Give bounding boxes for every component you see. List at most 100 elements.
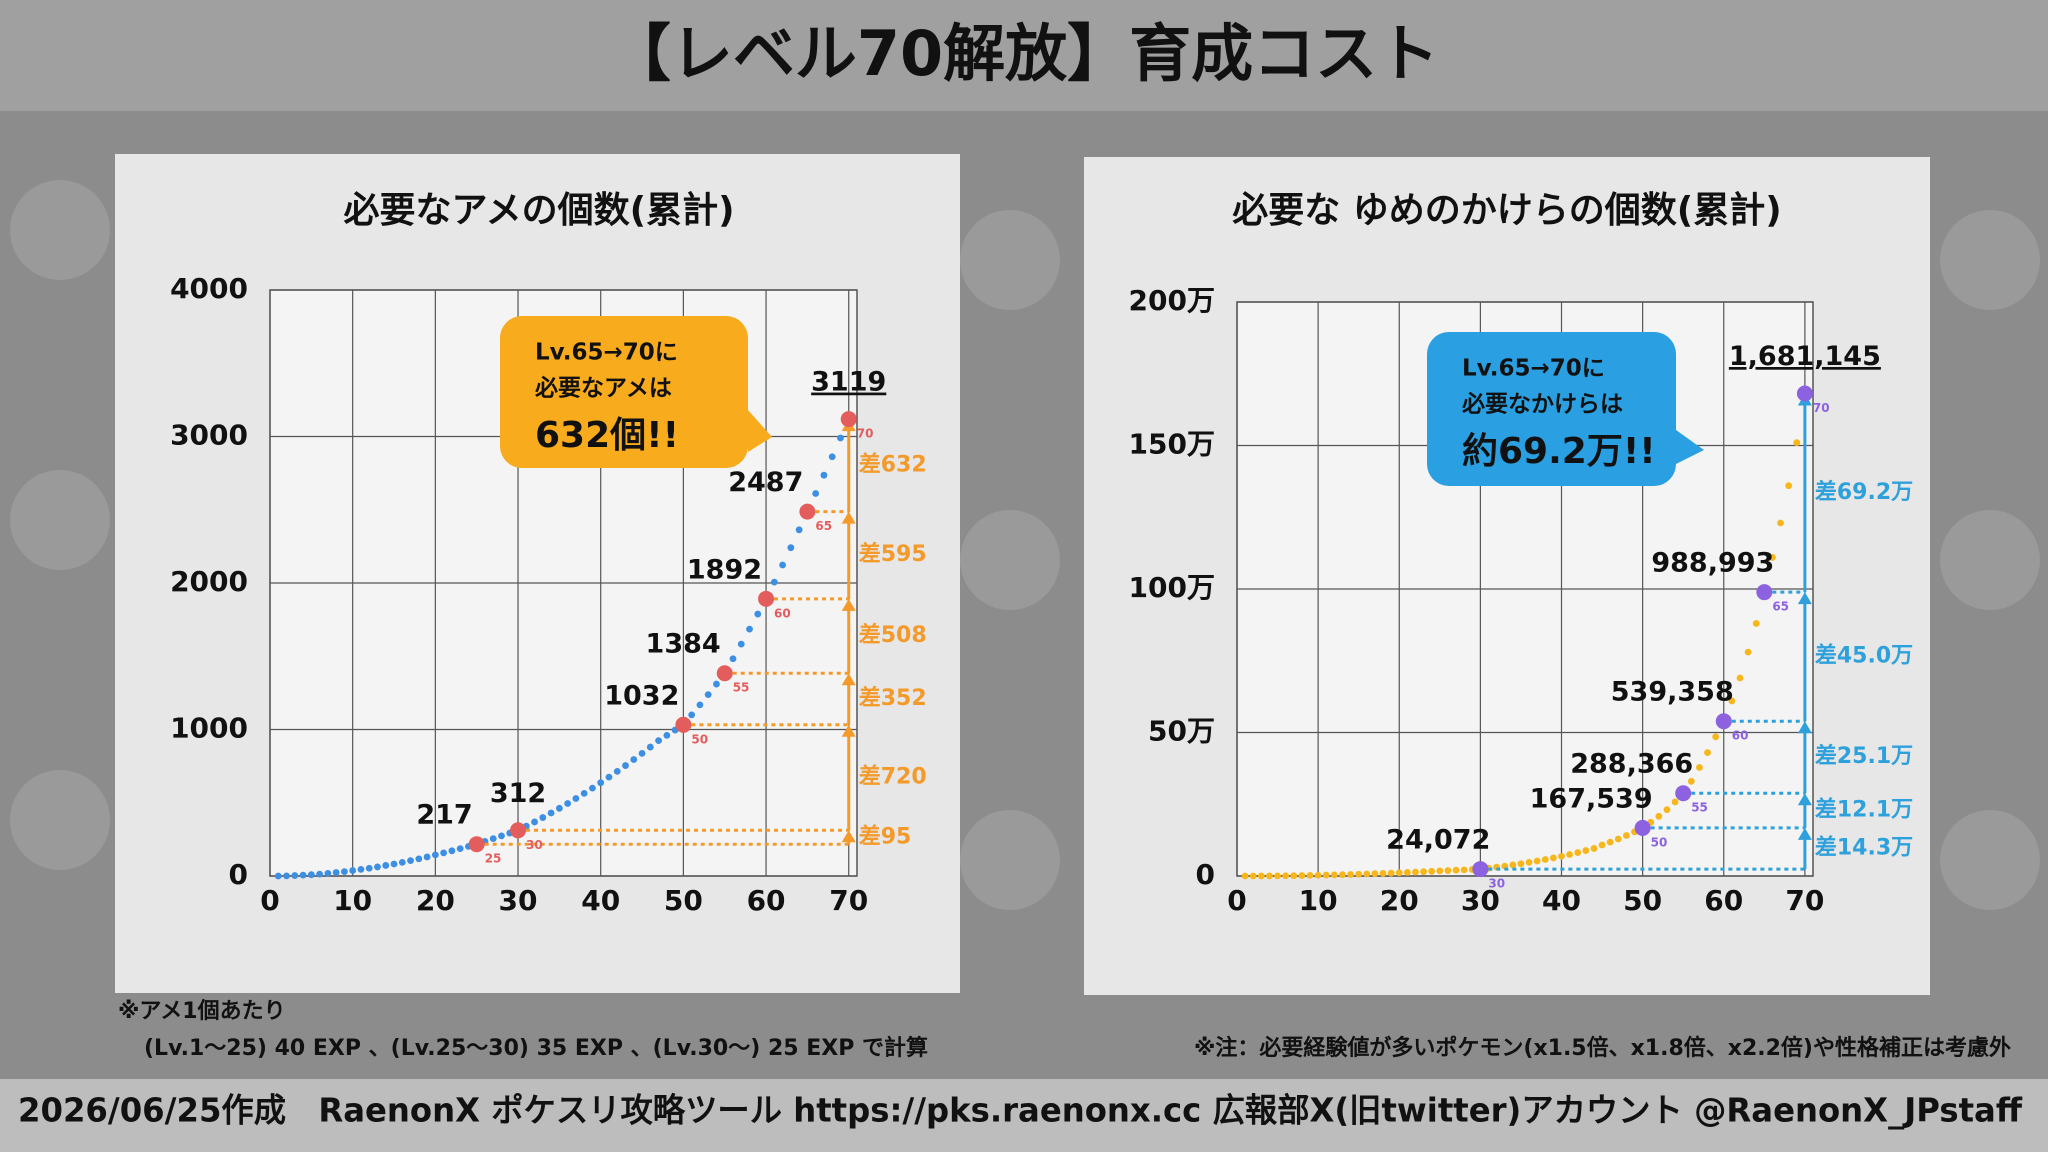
data-dot xyxy=(655,737,662,745)
data-dot xyxy=(1371,870,1379,878)
data-dot xyxy=(1306,872,1314,879)
data-dot xyxy=(622,762,629,769)
data-dot xyxy=(770,578,778,586)
x-tick-label: 30 xyxy=(499,884,538,917)
x-tick-label: 20 xyxy=(416,884,455,917)
data-dot xyxy=(1403,869,1411,876)
data-dot xyxy=(1347,871,1354,878)
data-dot xyxy=(448,847,456,855)
level-label: 50 xyxy=(691,732,708,746)
value-label: 988,993 xyxy=(1651,548,1774,579)
note: ※注：必要経験値が多いポケモン(x1.5倍、x1.8倍、x2.2倍)や性格補正は… xyxy=(1194,1035,2011,1061)
chart-title: 必要な ゆめのかけらの個数(累計) xyxy=(1232,190,1781,231)
data-dot xyxy=(332,869,340,876)
data-dot xyxy=(1558,852,1565,860)
x-tick-label: 60 xyxy=(747,884,786,917)
data-dot xyxy=(1655,812,1663,820)
data-dot xyxy=(1566,851,1574,858)
arrow-head xyxy=(1797,793,1812,806)
data-dot xyxy=(539,814,547,821)
data-dot xyxy=(754,610,762,618)
data-dot xyxy=(737,640,745,648)
footer-bar xyxy=(0,1079,2048,1152)
data-dot xyxy=(498,832,505,840)
y-tick-label: 3000 xyxy=(170,419,248,452)
level-label: 65 xyxy=(1772,600,1789,614)
x-tick-label: 0 xyxy=(1227,884,1246,917)
difference-label: 差25.1万 xyxy=(1815,743,1913,769)
y-tick-label: 4000 xyxy=(170,272,248,305)
data-dot xyxy=(630,756,638,763)
chart-title: 必要なアメの個数(累計) xyxy=(343,190,734,231)
data-dot xyxy=(1395,869,1403,877)
data-dot xyxy=(1509,861,1517,869)
data-dot xyxy=(307,871,315,879)
data-dot xyxy=(1322,871,1330,879)
data-dot xyxy=(572,795,580,802)
difference-label: 差14.3万 xyxy=(1815,835,1913,861)
data-dot xyxy=(837,434,844,442)
data-dot xyxy=(456,845,464,853)
data-dot xyxy=(1355,870,1363,878)
level-label: 60 xyxy=(774,606,791,620)
data-dot xyxy=(1549,854,1557,862)
data-dot xyxy=(324,869,332,877)
data-dot xyxy=(1444,867,1452,874)
data-dot xyxy=(812,490,820,497)
background-pattern xyxy=(10,180,2040,910)
data-dot xyxy=(1736,674,1744,682)
data-dot xyxy=(1241,872,1249,880)
data-dot xyxy=(1606,838,1614,846)
value-label: 288,366 xyxy=(1570,749,1693,780)
data-dot xyxy=(1769,554,1776,561)
data-dot xyxy=(299,871,307,879)
data-dot xyxy=(663,731,671,739)
level-label: 30 xyxy=(526,838,543,852)
highlight-point xyxy=(675,716,692,733)
data-dot xyxy=(646,743,654,751)
data-dot xyxy=(564,800,572,807)
data-dot xyxy=(1428,867,1436,875)
data-dot xyxy=(787,544,795,552)
x-tick-label: 40 xyxy=(1542,884,1581,917)
value-label: 312 xyxy=(490,778,546,809)
difference-label: 差595 xyxy=(859,541,927,567)
highlight-point xyxy=(510,822,527,839)
x-tick-label: 10 xyxy=(333,884,372,917)
data-dot xyxy=(1290,872,1298,880)
value-label: 217 xyxy=(416,800,472,831)
callout-text: 632個!! xyxy=(535,415,679,456)
data-dot xyxy=(440,849,448,857)
data-dot xyxy=(1517,860,1525,868)
data-dot xyxy=(555,804,563,812)
y-tick-label: 100万 xyxy=(1129,571,1215,604)
data-dot xyxy=(415,855,423,863)
x-tick-label: 70 xyxy=(829,884,868,917)
data-dot xyxy=(1614,835,1622,843)
level-label: 60 xyxy=(1732,729,1749,743)
footer: 2026/06/25作成 RaenonX ポケスリ攻略ツール https://p… xyxy=(18,1091,2023,1130)
data-dot xyxy=(1533,857,1541,865)
data-dot xyxy=(795,526,803,534)
data-dot xyxy=(605,773,613,781)
data-dot xyxy=(1249,872,1257,880)
data-dot xyxy=(1712,733,1720,741)
data-dot xyxy=(746,625,753,633)
data-dot xyxy=(291,872,299,879)
data-dot xyxy=(1744,648,1752,656)
callout-text: 約69.2万!! xyxy=(1462,431,1656,472)
value-label: 539,358 xyxy=(1611,677,1734,708)
data-dot xyxy=(1387,869,1395,877)
y-tick-label: 0 xyxy=(229,858,248,891)
callout-text: Lv.65→70に xyxy=(1462,356,1605,382)
highlight-point xyxy=(1796,385,1813,402)
title-bar xyxy=(0,0,2048,111)
data-dot xyxy=(1598,841,1606,849)
difference-label: 差12.1万 xyxy=(1815,797,1913,823)
difference-label: 差720 xyxy=(859,764,927,790)
data-dot xyxy=(1704,749,1711,756)
x-tick-label: 30 xyxy=(1461,884,1500,917)
highlight-point xyxy=(1715,713,1732,730)
data-dot xyxy=(1687,777,1695,785)
data-dot xyxy=(547,809,555,817)
